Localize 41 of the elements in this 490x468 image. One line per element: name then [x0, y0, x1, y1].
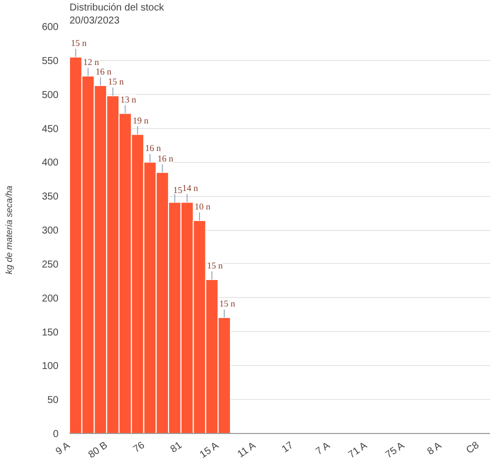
chart-subtitle: 20/03/2023 [70, 16, 120, 26]
y-tick-label: 350 [42, 192, 59, 203]
y-tick-label: 600 [42, 22, 59, 33]
x-tick-label: 75 A [384, 440, 407, 461]
annotation: 15 [173, 185, 183, 196]
annotation: 10 n [194, 202, 211, 212]
y-tick-label: 550 [42, 56, 59, 67]
annotation: 15 n [207, 260, 224, 271]
y-tick-label: 450 [42, 124, 59, 135]
y-axis-title: kg de materia seca/ha [4, 186, 14, 274]
y-tick-label: 150 [42, 327, 59, 338]
y-tick-label: 200 [42, 293, 59, 304]
y-tick-label: 250 [42, 259, 59, 270]
y-tick-label: 500 [42, 90, 59, 101]
y-tick-label: 50 [47, 395, 59, 406]
annotation: 16 n [145, 143, 162, 154]
x-tick-label: 9 A [54, 440, 72, 458]
annotation: 14 n [182, 183, 199, 194]
annotation: 15 n [108, 76, 124, 87]
annotation: 16 n [157, 153, 174, 164]
x-tick-label: 8 A [426, 440, 444, 458]
annotation: 19 n [132, 115, 149, 126]
x-tick-label: 15 A [198, 440, 222, 461]
x-tick-label: 76 [132, 440, 148, 456]
y-tick-label: 300 [42, 226, 59, 236]
chart-title: Distribución del stock [70, 2, 165, 14]
annotation: 15 n [70, 38, 88, 48]
annotation: 12 n [83, 57, 100, 68]
x-tick-label: C8 [464, 440, 482, 456]
annotation: 15 n [219, 298, 236, 309]
y-tick-label: 400 [42, 158, 59, 169]
y-tick-label: 100 [42, 361, 59, 372]
y-tick-label: 0 [52, 429, 59, 440]
x-tick-label: 80 B [86, 440, 110, 461]
x-tick-label: 71 A [346, 440, 370, 461]
x-tick-label: 11 A [236, 440, 258, 460]
x-tick-label: 17 [280, 440, 296, 456]
x-tick-label: 7 A [314, 440, 333, 458]
x-tick-label: 81 [168, 440, 184, 456]
annotation: 13 n [120, 94, 137, 104]
annotation: 16 n [96, 66, 112, 77]
